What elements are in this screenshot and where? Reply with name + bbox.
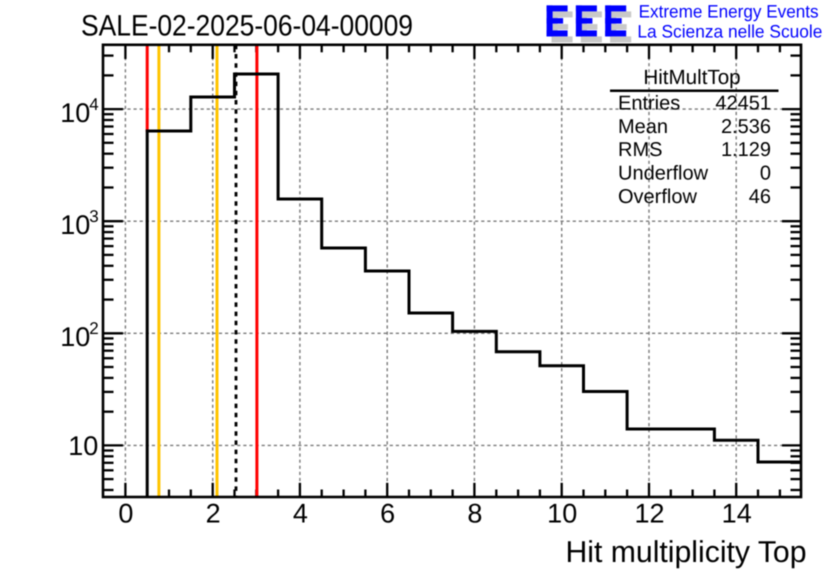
svg-text:2: 2 [89, 319, 98, 338]
svg-text:10: 10 [60, 322, 90, 352]
svg-text:2.536: 2.536 [721, 116, 771, 138]
svg-text:RMS: RMS [618, 139, 662, 161]
svg-text:46: 46 [749, 186, 771, 208]
svg-text:Entries: Entries [618, 93, 680, 115]
svg-text:0: 0 [760, 163, 771, 185]
svg-text:Hit multiplicity Top: Hit multiplicity Top [566, 536, 807, 569]
svg-text:1.129: 1.129 [721, 139, 771, 161]
svg-text:0: 0 [118, 498, 133, 528]
svg-text:La Scienza nelle Scuole: La Scienza nelle Scuole [637, 22, 822, 42]
svg-text:12: 12 [634, 498, 664, 528]
svg-text:6: 6 [380, 498, 395, 528]
svg-text:42451: 42451 [715, 93, 771, 115]
svg-text:HitMultTop: HitMultTop [643, 66, 740, 89]
svg-text:Mean: Mean [618, 116, 668, 138]
svg-text:Underflow: Underflow [618, 163, 709, 185]
svg-text:Extreme Energy Events: Extreme Energy Events [639, 1, 819, 21]
svg-text:4: 4 [293, 498, 308, 528]
svg-text:10: 10 [547, 498, 577, 528]
svg-text:3: 3 [89, 207, 98, 226]
svg-text:10: 10 [60, 98, 90, 128]
svg-text:2: 2 [206, 498, 221, 528]
svg-text:4: 4 [89, 95, 98, 114]
svg-text:10: 10 [68, 431, 98, 461]
svg-text:8: 8 [467, 498, 482, 528]
svg-text:Overflow: Overflow [618, 186, 697, 208]
svg-text:14: 14 [722, 498, 752, 528]
svg-text:10: 10 [60, 210, 90, 240]
svg-text:SALE-02-2025-06-04-00009: SALE-02-2025-06-04-00009 [81, 9, 413, 42]
